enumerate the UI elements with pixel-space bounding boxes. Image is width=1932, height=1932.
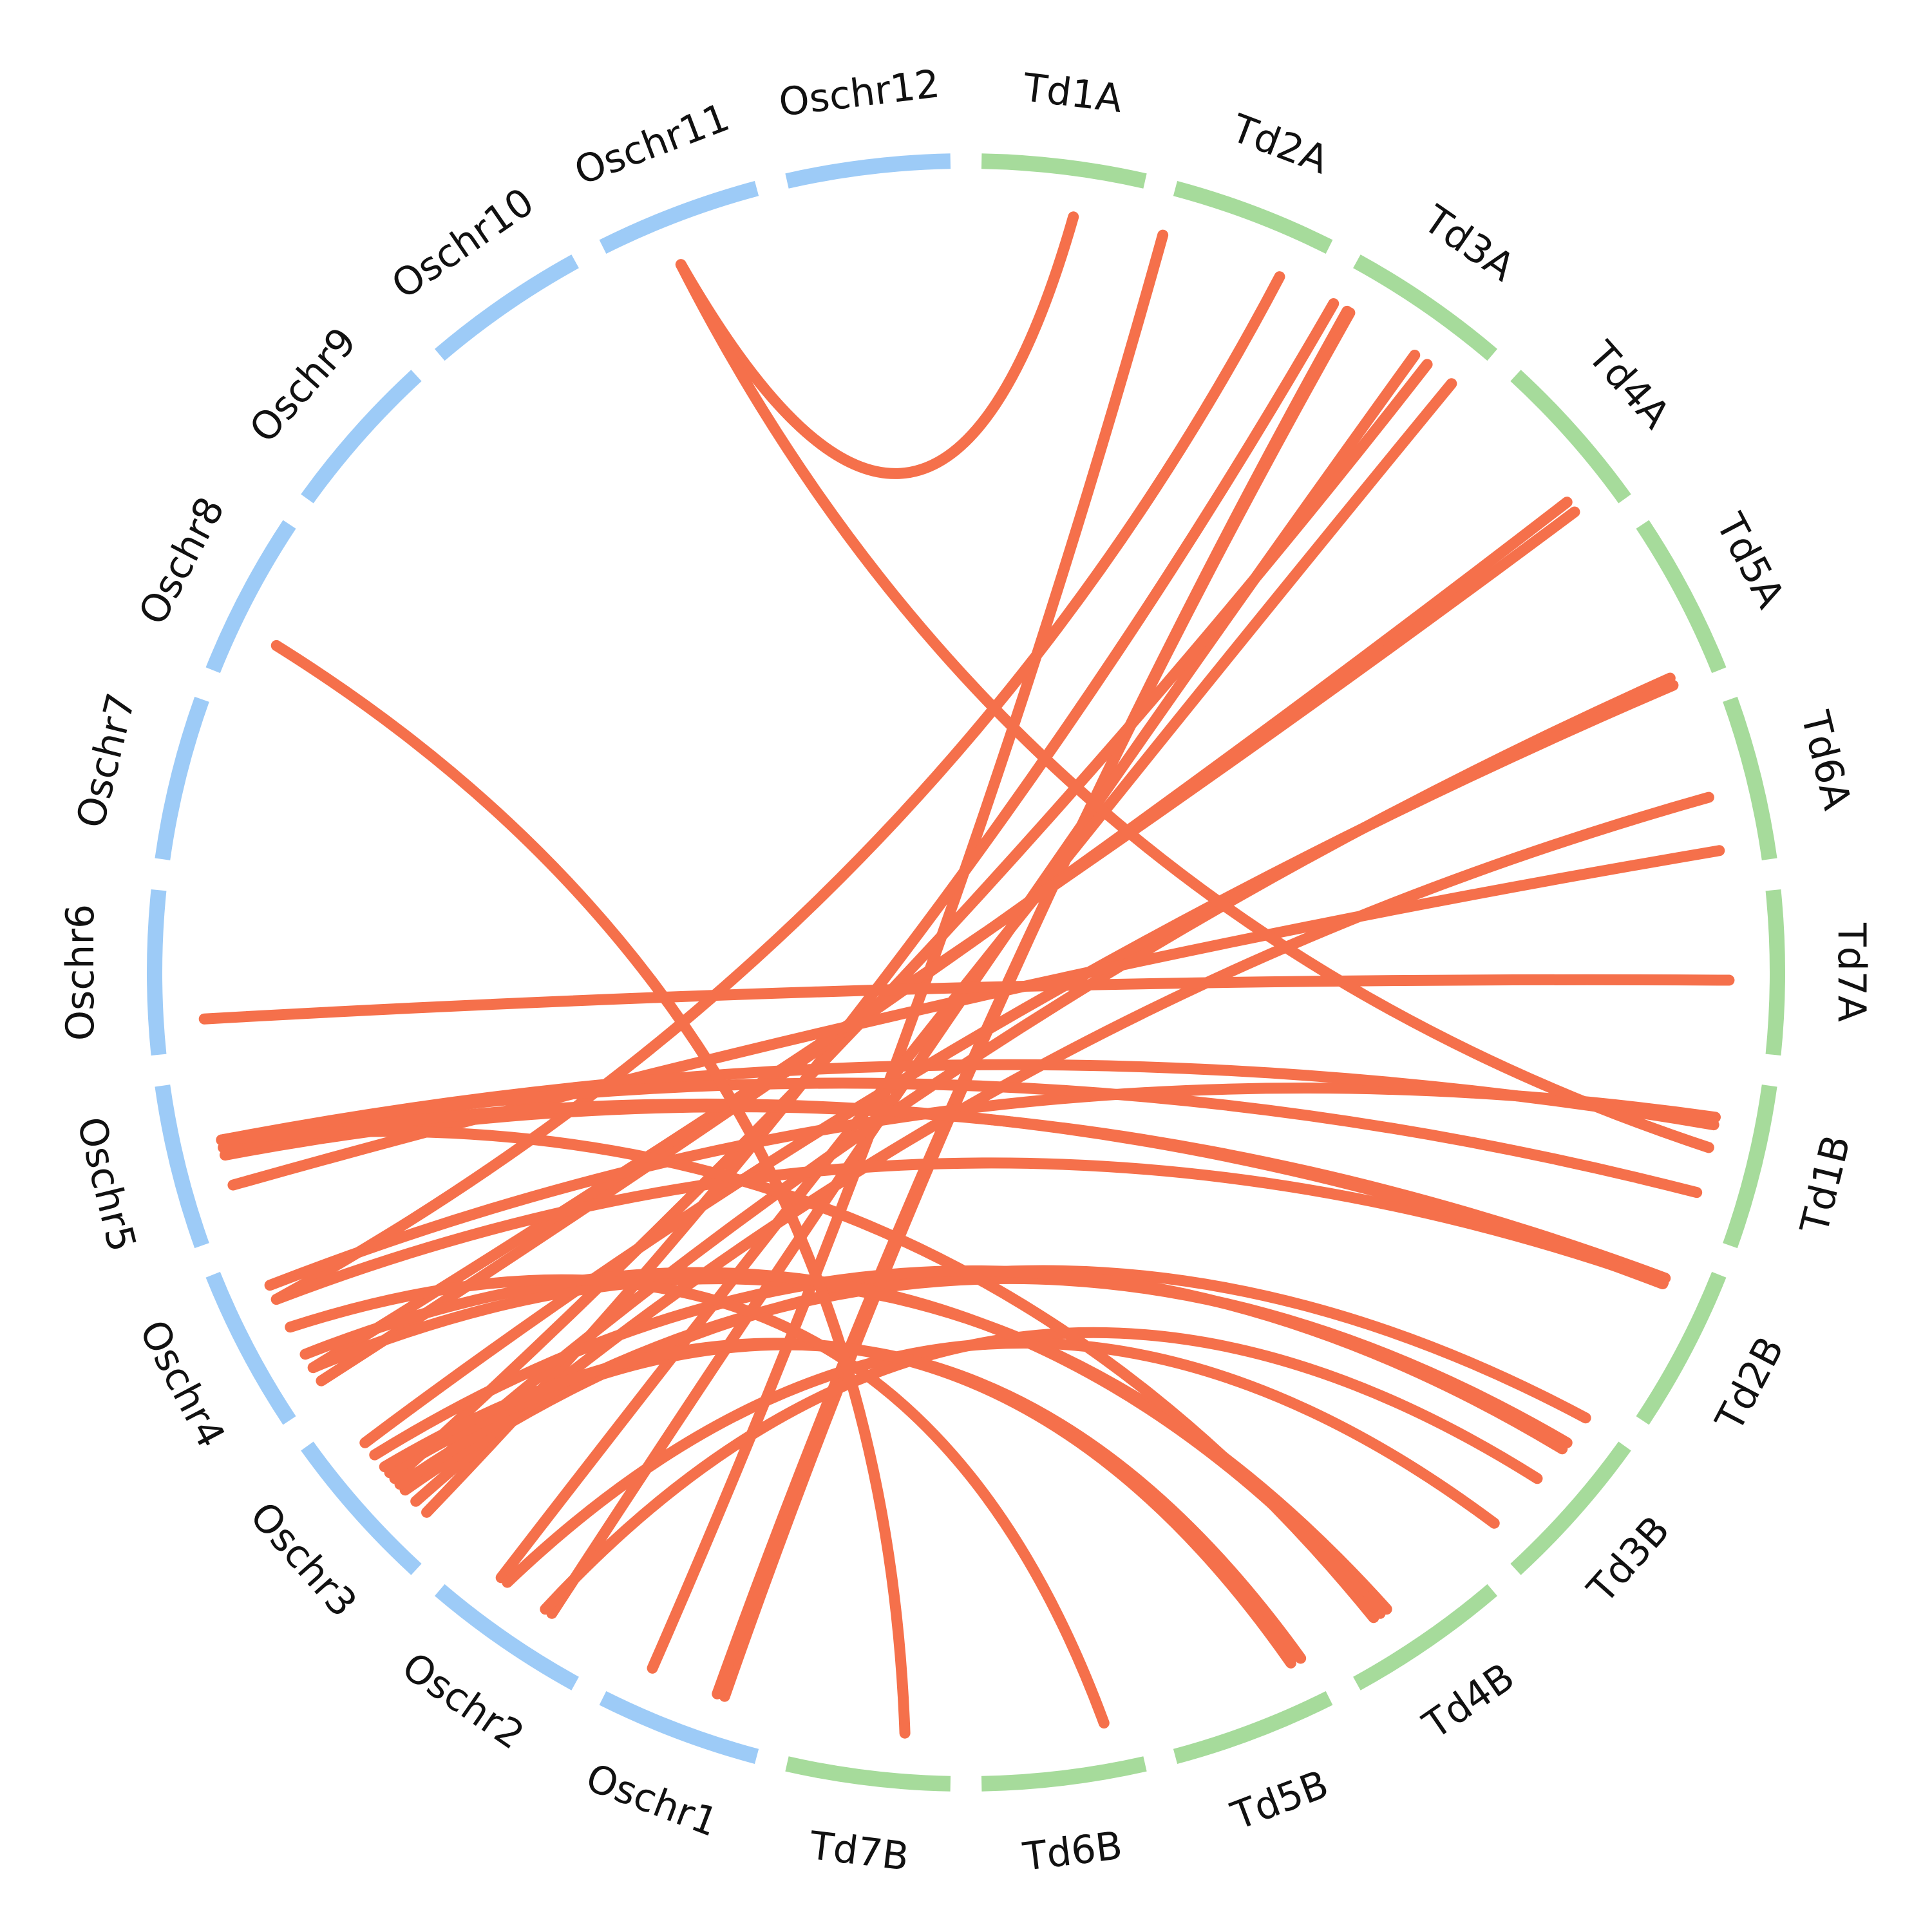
chromosome-arc-td5b xyxy=(1173,1690,1333,1764)
chromosome-label-td2a: Td2A xyxy=(1225,106,1334,183)
synteny-link-td7b-oschr8-34 xyxy=(270,639,911,1739)
chromosome-arc-td3b xyxy=(1510,1441,1631,1575)
chromosome-arc-td4b xyxy=(1353,1584,1498,1690)
chromosome-label-oschr12: Oschr12 xyxy=(777,61,942,126)
chromosome-arc-oschr5 xyxy=(155,1084,209,1249)
chromosome-arc-td4a xyxy=(1510,370,1631,504)
chromosome-arc-oschr6 xyxy=(147,889,167,1056)
chromosome-label-td5b: Td5B xyxy=(1225,1762,1334,1839)
chromosome-arc-td6b xyxy=(981,1756,1147,1792)
chromosome-arc-oschr12 xyxy=(785,153,951,189)
chromosome-arc-td7a xyxy=(1765,889,1785,1056)
synteny-link-td6a-oschr3-13 xyxy=(410,791,1714,1507)
chromosome-arc-oschr7 xyxy=(155,696,209,860)
synteny-link-td4b-oschr5-30 xyxy=(216,1126,1379,1624)
synteny-link-td5a-oschr3-12 xyxy=(359,679,1679,1448)
chromosome-label-td4a: Td4A xyxy=(1578,333,1678,437)
chromosome-label-oschr2: Oschr2 xyxy=(394,1643,533,1758)
synteny-link-td1b-oschr5-19 xyxy=(216,1077,1703,1198)
chromosome-arc-td5a xyxy=(1636,520,1727,674)
chromosome-arc-oschr11 xyxy=(599,181,759,254)
synteny-link-td3b-oschr2-27 xyxy=(502,1338,1500,1588)
synteny-link-td2b-oschr4-21 xyxy=(270,1157,1669,1305)
chromosome-label-td6a: Td6A xyxy=(1792,706,1859,814)
chromosome-label-td1a: Td1A xyxy=(1020,65,1124,122)
chromosome-arc-oschr8 xyxy=(205,520,296,674)
synteny-link-td5b-oschr3-32 xyxy=(379,1338,1296,1669)
chromosome-arc-td1b xyxy=(1723,1084,1777,1249)
chromosome-label-oschr7: Oschr7 xyxy=(68,688,145,832)
chromosome-arc-td6a xyxy=(1723,696,1777,860)
synteny-link-td2a-oschr4-2 xyxy=(270,271,1285,1305)
chromosome-arcs-layer xyxy=(147,153,1785,1792)
synteny-link-td3a-oschr2-8 xyxy=(495,378,1457,1584)
chromosome-arc-oschr3 xyxy=(301,1441,422,1575)
chromosome-label-oschr1: Oschr1 xyxy=(580,1755,724,1846)
synteny-link-td4a-oschr4-10 xyxy=(307,506,1580,1374)
synteny-link-td3a-oschr3-7 xyxy=(389,359,1433,1484)
synteny-link-td1a-oschr11-0 xyxy=(675,211,1079,479)
chromosome-arc-oschr4 xyxy=(205,1271,296,1425)
chromosome-label-td2b: Td2B xyxy=(1707,1330,1793,1439)
chromosome-arc-td2a xyxy=(1173,181,1333,254)
synteny-link-td2b-oschr5-22 xyxy=(218,1098,1669,1290)
chromosome-arc-oschr10 xyxy=(434,254,579,361)
chromosome-arc-td1a xyxy=(981,153,1147,189)
links-layer xyxy=(198,211,1735,1739)
chromosome-label-td1b: Td1B xyxy=(1792,1131,1859,1238)
chromosome-arc-td3a xyxy=(1353,254,1498,361)
chromosome-label-td6b: Td6B xyxy=(1020,1823,1124,1880)
synteny-link-td6b-oschr4-33 xyxy=(285,1274,1110,1728)
chromosome-label-td3b: Td3B xyxy=(1578,1508,1678,1612)
chromosome-label-td7a: Td7A xyxy=(1829,922,1874,1022)
synteny-link-td2a-oschr1-1 xyxy=(647,229,1169,1674)
chromosome-label-oschr4: Oschr4 xyxy=(130,1313,234,1455)
chromosome-arc-td2b xyxy=(1636,1271,1727,1425)
chromosome-label-oschr9: Oschr9 xyxy=(241,319,365,451)
synteny-link-td1b-oschr11-18 xyxy=(675,259,1714,1153)
chromosome-label-oschr11: Oschr11 xyxy=(569,95,735,194)
chromosome-arc-oschr1 xyxy=(599,1690,759,1764)
chromosome-label-oschr5: Oschr5 xyxy=(68,1113,145,1256)
chromosome-arc-oschr2 xyxy=(434,1584,579,1690)
chromosome-label-oschr8: Oschr8 xyxy=(130,490,234,632)
chromosome-label-td5a: Td5A xyxy=(1707,506,1793,616)
chromosome-arc-oschr9 xyxy=(301,370,422,504)
chromosome-label-td4b: Td4B xyxy=(1415,1654,1522,1748)
synteny-link-td7a-oschr6-15 xyxy=(198,974,1735,1025)
chromosome-label-td7b: Td7B xyxy=(807,1823,911,1880)
chromosome-label-oschr3: Oschr3 xyxy=(241,1493,365,1625)
chromosome-label-oschr6: Oschr6 xyxy=(58,904,103,1041)
chromosome-arc-td7b xyxy=(785,1756,951,1792)
chromosome-label-td3a: Td3A xyxy=(1415,196,1522,290)
